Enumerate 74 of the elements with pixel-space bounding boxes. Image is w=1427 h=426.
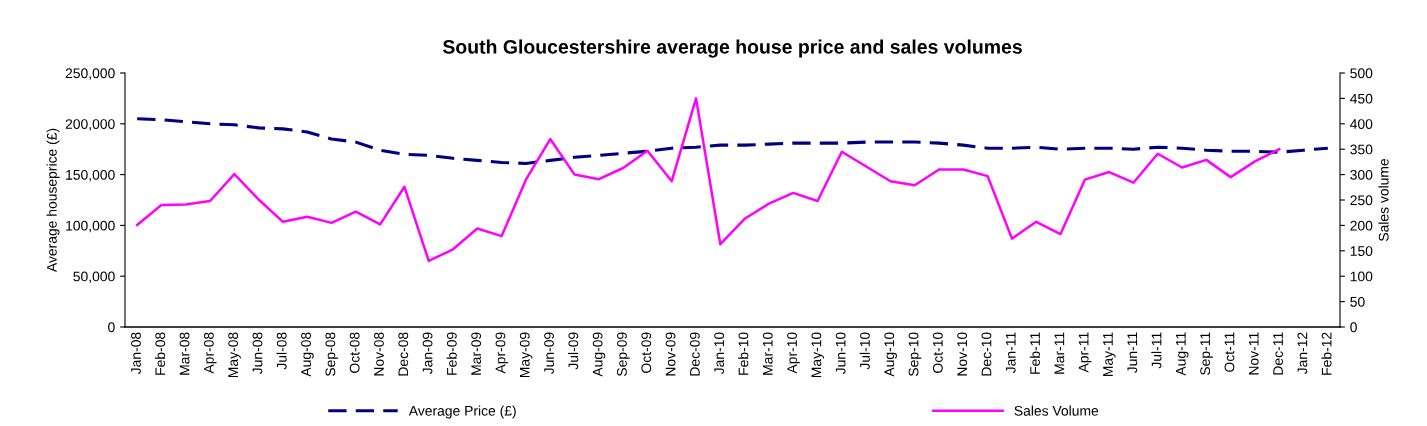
y2-tick-label: 350 (1350, 144, 1373, 155)
x-tick-label: Mar-10 (762, 332, 773, 375)
y2-tick-label: 250 (1350, 195, 1373, 206)
legend-label: Average Price (£) (408, 405, 516, 419)
x-tick-label: Mar-09 (471, 332, 482, 375)
x-tick-label: Sep-09 (617, 332, 630, 377)
x-tick-label: Mar-11 (1054, 332, 1065, 374)
x-tick-label: Jul-10 (859, 332, 870, 370)
x-tick-label: Jan-08 (131, 332, 141, 375)
x-tick-label: Apr-10 (787, 332, 800, 374)
x-tick-label: Nov-11 (1248, 332, 1259, 375)
line-series (135, 97, 1281, 263)
x-tick-label: Jul-11 (1151, 332, 1162, 369)
legend-label: Sales Volume (1014, 405, 1099, 416)
x-tick-label: May-11 (1103, 332, 1116, 377)
x-tick-label: Sep-10 (908, 332, 922, 377)
x-tick-label: Feb-08 (154, 332, 166, 375)
x-tick-label: Nov-08 (374, 332, 384, 376)
y-tick-label: 200,000 (65, 119, 115, 131)
x-tick-label: Dec-08 (398, 332, 409, 376)
x-tick-label: Jul-09 (568, 332, 579, 370)
x-tick-label: Feb-11 (1029, 332, 1040, 374)
y-tick-label: 100,000 (66, 220, 115, 233)
x-tick-label: Jan-09 (422, 332, 433, 375)
x-tick-label: Aug-10 (884, 332, 897, 377)
x-tick-label: Oct-09 (641, 332, 652, 373)
line-series (135, 117, 1330, 165)
x-tick-label: Jun-08 (252, 332, 263, 375)
x-tick-label: Oct-10 (932, 332, 943, 373)
y2-tick-label: 100 (1350, 271, 1373, 282)
x-tick-label: Apr-11 (1078, 332, 1092, 373)
chart-title: South Gloucestershire average house price and sales volumes (442, 39, 1022, 58)
x-tick-label: Jul-08 (276, 332, 287, 370)
x-tick-label: May-08 (228, 332, 241, 378)
x-tick-label: Nov-09 (665, 332, 676, 376)
x-tick-label: Dec-09 (689, 332, 700, 376)
x-tick-label: Apr-08 (203, 332, 217, 374)
x-tick-label: Aug-08 (301, 332, 314, 377)
x-tick-label: Feb-09 (446, 332, 457, 375)
x-tick-label: May-09 (519, 332, 533, 378)
x-tick-label: Jan-11 (1005, 332, 1016, 374)
x-tick-label: Jan-12 (1297, 332, 1308, 375)
x-tick-label: Dec-10 (981, 332, 992, 376)
x-tick-label: Feb-12 (1321, 332, 1332, 375)
x-tick-label: Jun-11 (1127, 332, 1138, 374)
x-tick-label: Jun-10 (835, 332, 846, 375)
x-tick-label: Apr-09 (495, 332, 509, 374)
x-tick-label: Sep-08 (325, 332, 339, 377)
x-tick-label: Aug-09 (592, 332, 606, 377)
y2-tick-label: 450 (1350, 93, 1373, 104)
x-tick-label: Sep-11 (1200, 332, 1213, 375)
y-tick-label: 150,000 (66, 169, 115, 182)
x-tick-label: Nov-10 (957, 332, 968, 376)
x-tick-label: Oct-08 (349, 332, 360, 373)
x-tick-label: Jun-09 (544, 332, 554, 375)
x-tick-label: Dec-11 (1273, 332, 1283, 375)
y-tick-label: 50,000 (73, 271, 115, 284)
y2-tick-label: 300 (1350, 169, 1373, 180)
x-tick-label: Mar-08 (179, 332, 190, 375)
y-axis-title: Average houseprice (£) (46, 128, 60, 273)
y2-tick-label: 500 (1350, 68, 1373, 79)
y2-tick-label: 200 (1350, 220, 1373, 231)
x-tick-label: May-10 (811, 332, 825, 378)
y2-tick-label: 400 (1350, 119, 1373, 129)
x-tick-label: Oct-11 (1224, 332, 1235, 372)
y-tick-label: 250,000 (65, 68, 115, 80)
y2-tick-label: 150 (1350, 246, 1373, 256)
y2-tick-label: 0 (1350, 322, 1357, 333)
y2-tick-label: 50 (1350, 296, 1365, 307)
y-tick-label: 0 (108, 322, 115, 333)
x-tick-label: Feb-10 (738, 332, 749, 375)
x-tick-label: Aug-11 (1176, 332, 1189, 376)
x-tick-label: Jan-10 (714, 332, 725, 375)
y2-axis-title: Sales volume (1378, 158, 1389, 242)
